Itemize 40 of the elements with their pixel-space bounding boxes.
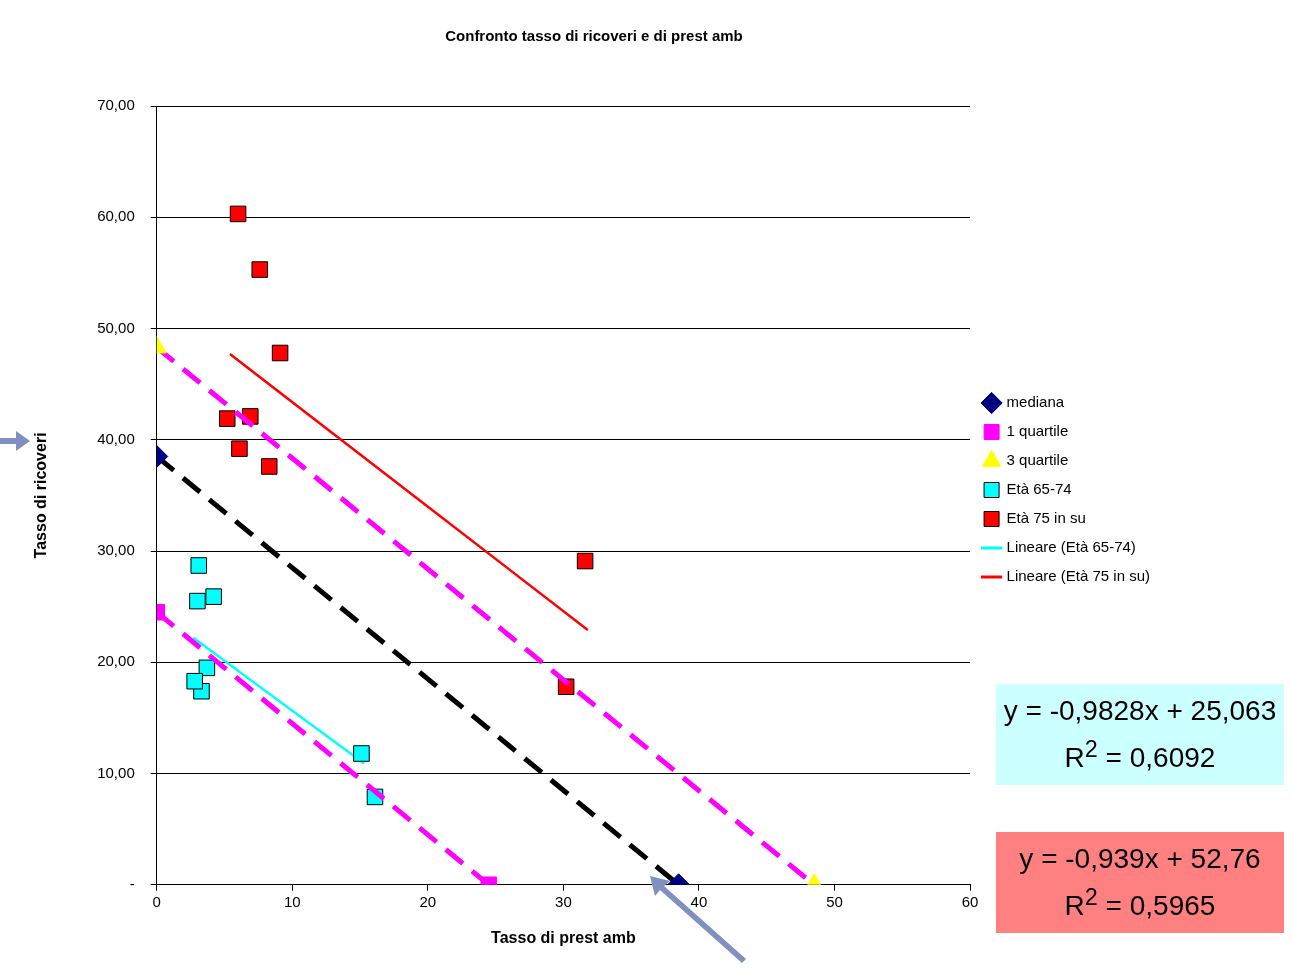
point	[189, 592, 206, 610]
x-tick-label: 10	[283, 892, 301, 910]
legend-label: Età 75 in su	[1006, 509, 1086, 527]
point	[190, 557, 208, 574]
text: y = -0,9828x + 25,063 R$^{2}$ = 0,6092	[996, 684, 1284, 786]
x-axis-title: Tasso di prest amb	[491, 928, 636, 946]
x-tick-label: 50	[826, 892, 843, 910]
point	[205, 588, 222, 605]
x-tick-label: 0	[152, 892, 161, 910]
x-tick-label: 60	[961, 892, 979, 910]
legend-label: 1 quartile	[1006, 422, 1069, 440]
y-tick-label: 20,00	[97, 652, 135, 670]
legend-label: Lineare (Età 65-74)	[1006, 538, 1136, 556]
text: y = -0,939x + 52,76 R$^{2}$ = 0,5965	[996, 832, 1284, 934]
y-tick-label: 70,00	[97, 96, 135, 114]
point	[198, 659, 216, 677]
point	[231, 440, 248, 457]
point	[271, 344, 289, 362]
legend-label: mediana	[1006, 393, 1065, 411]
legend-label: Lineare (Età 75 in su)	[1006, 567, 1151, 585]
x-tick-label: 20	[419, 892, 437, 910]
point	[353, 745, 370, 762]
y-axis-title: Tasso di ricoveri	[32, 432, 50, 559]
point	[251, 261, 269, 278]
y-tick-label: 50,00	[97, 318, 135, 336]
legend-label: Età 65-74	[1006, 480, 1072, 498]
x-tick-label: 40	[690, 892, 708, 910]
legend-label: 3 quartile	[1006, 451, 1069, 469]
point	[186, 672, 203, 690]
point	[218, 410, 236, 427]
point	[576, 552, 594, 570]
y-tick-label: 60,00	[97, 207, 135, 225]
point	[260, 458, 278, 475]
point	[229, 205, 247, 223]
chart-title: Confronto tasso di ricoveri e di prest amb	[445, 27, 743, 45]
y-tick-label: 30,00	[97, 541, 135, 559]
y-tick-label: 10,00	[97, 763, 135, 781]
x-tick-label: 30	[555, 892, 572, 910]
y-tick-label: 40,00	[97, 429, 135, 447]
y-tick-label: -	[129, 874, 135, 892]
